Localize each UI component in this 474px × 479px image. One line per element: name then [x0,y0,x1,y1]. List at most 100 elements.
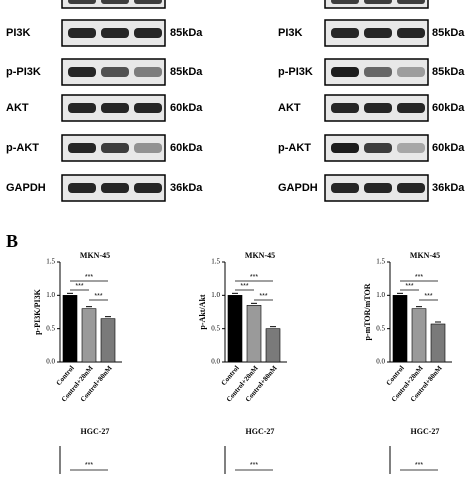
blot-label: p-PI3K [278,66,313,78]
bar [411,308,427,363]
bar [246,305,262,363]
band [68,67,96,77]
sig-label: *** [259,293,267,300]
blot-label: GAPDH [278,182,318,194]
panel-label: B [6,231,18,251]
blot-label: PI3K [6,27,31,39]
blot-label: p-AKT [6,142,39,154]
bar [227,295,243,363]
chart-title: MKN-45 [410,251,440,260]
kda-label: 85kDa [170,66,203,78]
sig-label: *** [94,293,102,300]
kda-label: 36kDa [170,182,203,194]
band [68,0,96,4]
band [397,28,425,38]
sig-label: *** [415,462,423,469]
band [101,143,129,153]
kda-label: 60kDa [170,142,203,154]
y-tick-label: 0.5 [46,324,55,332]
chart-title: MKN-45 [245,251,275,260]
chart-title: HGC-27 [411,427,440,436]
band [101,0,129,4]
bar [430,323,446,363]
band [364,143,392,153]
kda-label: 60kDa [432,102,465,114]
band [364,0,392,4]
y-tick-label: 1.0 [46,291,55,299]
kda-label: 85kDa [170,27,203,39]
band [134,103,162,113]
sig-label: *** [85,462,93,469]
bar [265,328,281,363]
band [101,183,129,193]
sig-label: *** [85,274,93,281]
band [364,28,392,38]
band [397,0,425,4]
bar [62,295,78,363]
chart-title: MKN-45 [80,251,110,260]
blot-label: GAPDH [6,182,46,194]
bar [81,308,97,363]
y-tick-label: 0.0 [211,358,220,366]
chart-title: HGC-27 [81,427,110,436]
y-axis-label: p-Akt/Akt [198,294,207,329]
y-axis-label: p-mTOR/mTOR [363,283,372,340]
band [364,67,392,77]
band [364,183,392,193]
sig-label: *** [250,274,258,281]
blot-label: p-PI3K [6,66,41,78]
band [101,67,129,77]
band [68,183,96,193]
band [397,183,425,193]
band [68,28,96,38]
y-tick-label: 1.5 [376,258,385,266]
y-tick-label: 0.0 [46,358,55,366]
band [331,0,359,4]
bar [392,295,408,363]
band [331,67,359,77]
band [331,183,359,193]
sig-label: *** [424,293,432,300]
band [68,103,96,113]
sig-label: *** [415,274,423,281]
y-tick-label: 0.5 [211,324,220,332]
chart-title: HGC-27 [246,427,275,436]
band [331,28,359,38]
blot-label: p-AKT [278,142,311,154]
band [68,143,96,153]
band [101,103,129,113]
kda-label: 36kDa [432,182,465,194]
bar [100,318,116,363]
kda-label: 85kDa [432,27,465,39]
band [397,103,425,113]
y-tick-label: 1.5 [46,258,55,266]
band [331,103,359,113]
band [134,28,162,38]
y-axis-label: p-PI3K/PI3K [33,288,42,335]
kda-label: 60kDa [170,102,203,114]
sig-label: *** [405,283,413,290]
sig-label: *** [75,283,83,290]
blot-label: AKT [6,102,29,114]
kda-label: 85kDa [432,66,465,78]
band [134,183,162,193]
y-tick-label: 1.0 [211,291,220,299]
kda-label: 60kDa [432,142,465,154]
blot-label: PI3K [278,27,303,39]
band [134,143,162,153]
y-tick-label: 1.0 [376,291,385,299]
blot-label: AKT [278,102,301,114]
sig-label: *** [240,283,248,290]
y-tick-label: 0.0 [376,358,385,366]
band [134,0,162,4]
band [134,67,162,77]
band [101,28,129,38]
band [397,143,425,153]
y-tick-label: 1.5 [211,258,220,266]
y-tick-label: 0.5 [376,324,385,332]
sig-label: *** [250,462,258,469]
band [397,67,425,77]
band [364,103,392,113]
band [331,143,359,153]
